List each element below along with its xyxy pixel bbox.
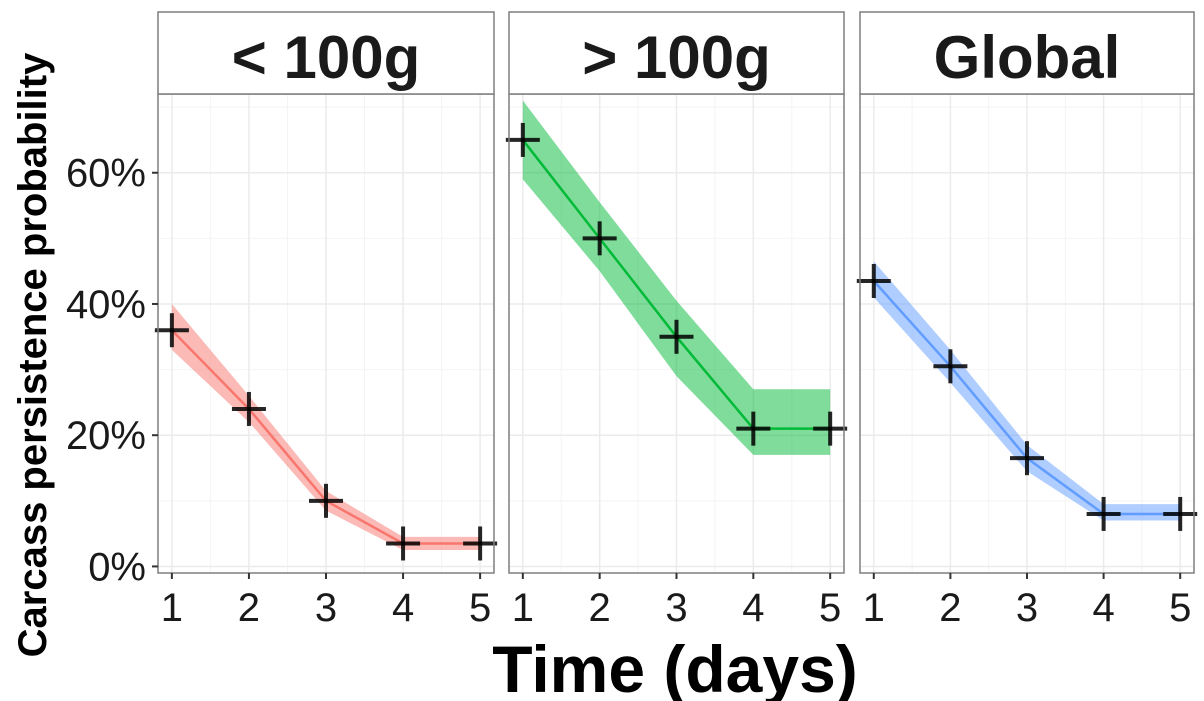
data-point: [231, 391, 266, 426]
data-point: [463, 526, 498, 561]
y-tick-label: 0%: [88, 545, 146, 589]
x-tick-label: 2: [589, 586, 611, 630]
facet-strip: [859, 11, 1195, 95]
y-tick-label: 60%: [66, 152, 146, 196]
y-axis: 0% 20% 40% 60%: [66, 152, 158, 589]
data-point: [933, 349, 968, 384]
y-axis-title: Carcass persistence probability: [11, 52, 55, 657]
data-point: [309, 483, 343, 518]
data-point: [659, 319, 694, 354]
panel-3: Global: [856, 11, 1198, 574]
y-tick-label: 20%: [66, 414, 146, 458]
x-tick-label: 1: [512, 586, 534, 630]
data-point: [856, 264, 891, 299]
x-tick-label: 5: [469, 586, 491, 630]
x-tick-label: 3: [1016, 586, 1038, 630]
data-point: [386, 526, 421, 561]
chart-panels: < 100g > 100g Global: [154, 11, 1198, 574]
x-axis-title: Time (days): [492, 632, 858, 701]
x-tick-label: 3: [315, 586, 337, 630]
facet-strip-label: > 100g: [582, 24, 770, 91]
x-tick-label: 4: [742, 586, 764, 630]
data-point: [582, 221, 617, 256]
facet-strip: [508, 11, 845, 95]
facet-strip-label: < 100g: [232, 24, 420, 91]
data-point: [736, 411, 771, 446]
data-point: [154, 313, 189, 348]
data-point: [1163, 496, 1198, 531]
x-tick-label: 2: [939, 586, 961, 630]
y-tick-label: 40%: [66, 283, 146, 327]
x-tick-label: 1: [161, 586, 183, 630]
data-point: [1010, 441, 1044, 476]
x-tick-label: 5: [819, 586, 841, 630]
x-tick-label: 4: [1092, 586, 1114, 630]
panel-2: > 100g: [505, 11, 848, 574]
x-tick-label: 3: [665, 586, 687, 630]
panel-1: < 100g: [154, 11, 498, 574]
x-tick-label: 2: [238, 586, 260, 630]
data-point: [505, 122, 540, 157]
data-point: [1086, 496, 1121, 531]
facet-strip: [157, 11, 495, 95]
confidence-ribbon: [522, 100, 831, 455]
x-tick-label: 5: [1169, 586, 1191, 630]
x-tick-label: 4: [392, 586, 414, 630]
data-point: [813, 411, 848, 446]
facet-strip-label: Global: [934, 24, 1121, 91]
x-tick-label: 1: [863, 586, 885, 630]
